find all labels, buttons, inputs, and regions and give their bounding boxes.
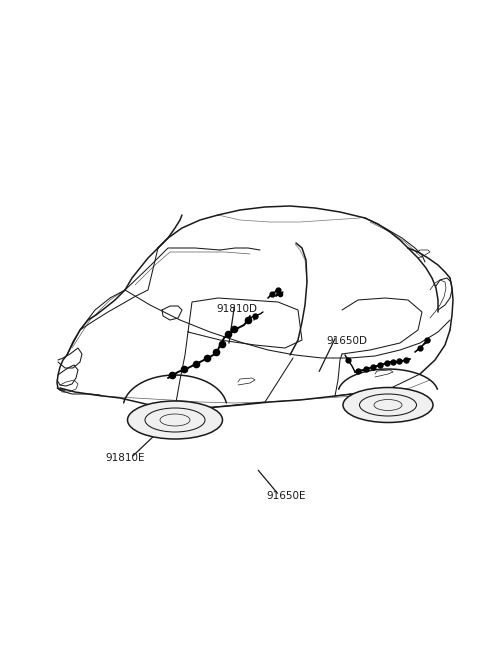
Text: 91810D: 91810D — [216, 304, 257, 314]
Ellipse shape — [128, 401, 223, 439]
Ellipse shape — [343, 388, 433, 422]
Text: 91650E: 91650E — [266, 491, 306, 502]
Text: 91650D: 91650D — [326, 335, 367, 346]
Text: 91810E: 91810E — [106, 453, 145, 464]
